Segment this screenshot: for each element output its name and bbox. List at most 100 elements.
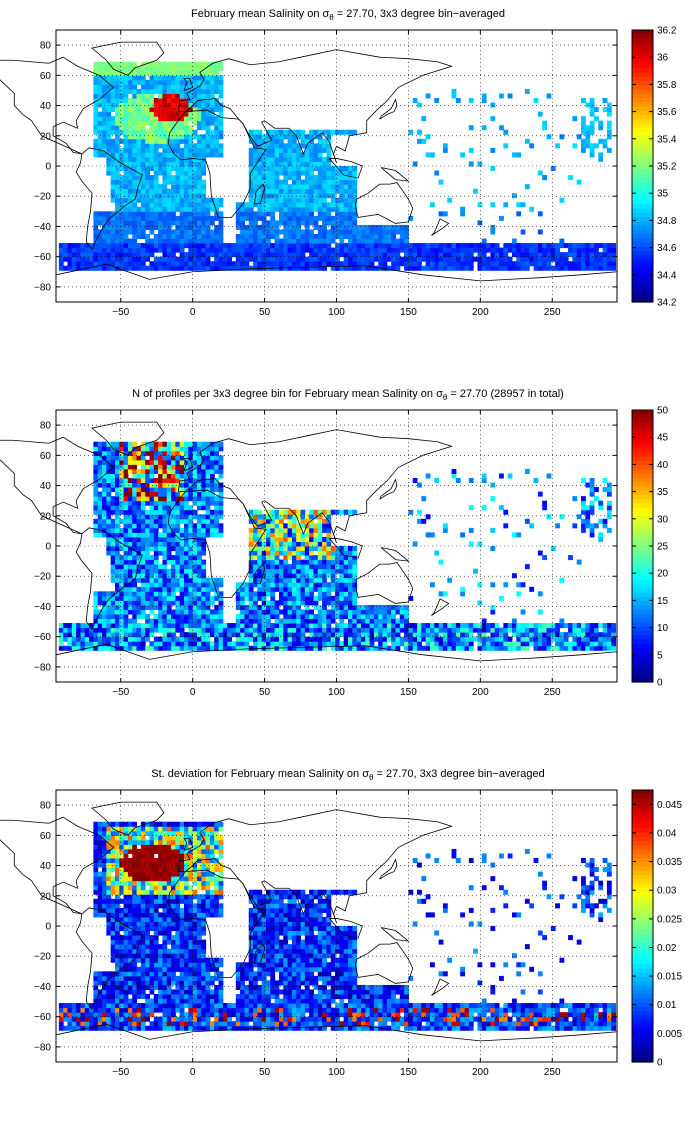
heatmap-cell [378,636,384,642]
heatmap-cell [300,166,306,172]
heatmap-cell [140,179,146,185]
heatmap-cell [123,527,129,533]
heatmap-cell [106,496,112,502]
heatmap-cell [274,514,280,520]
heatmap-cell [408,595,414,601]
heatmap-cell [244,238,250,244]
heatmap-cell [209,243,215,249]
heatmap-cell [330,193,336,199]
heatmap-cell [196,491,202,497]
heatmap-cell [322,564,327,570]
heatmap-cell [253,138,258,144]
heatmap-cell [244,252,250,258]
heatmap-cell [97,618,103,624]
heatmap-cell [270,224,276,230]
heatmap-cell [442,636,448,642]
heatmap-cell [132,152,138,158]
heatmap-cell [196,224,202,230]
heatmap-cell [365,247,371,253]
heatmap-cell [365,632,371,638]
heatmap-cell [529,206,535,212]
heatmap-cell [386,256,392,262]
heatmap-cell [140,202,146,208]
heatmap-cell [102,595,107,601]
heatmap-cell [158,120,163,126]
heatmap-cell [360,618,366,624]
heatmap-cell [110,152,116,158]
heatmap-cell [205,234,211,240]
heatmap-cell [278,247,284,253]
heatmap-cell [114,555,120,561]
heatmap-cell [171,450,176,456]
heatmap-cell [192,238,198,244]
heatmap-cell [283,206,289,212]
heatmap-cell [395,645,401,651]
heatmap-cell [184,179,189,185]
heatmap-cell [537,265,543,271]
heatmap-cell [136,224,142,230]
heatmap-cell [261,229,267,235]
heatmap-cell [136,179,142,185]
heatmap-cell [270,509,276,515]
heatmap-cell [162,75,168,81]
heatmap-cell [145,546,150,552]
heatmap-cell [404,247,409,253]
heatmap-cell [516,265,522,271]
heatmap-cell [179,197,185,203]
heatmap-cell [352,243,358,249]
heatmap-cell [343,234,349,240]
heatmap-cell [261,193,267,199]
heatmap-cell [352,559,358,565]
heatmap-cell [127,568,133,574]
heatmap-cell [222,243,228,249]
heatmap-cell [309,550,314,556]
heatmap-cell [214,446,220,452]
heatmap-cell [313,527,319,533]
heatmap-cell [369,256,375,262]
heatmap-cell [171,247,176,253]
heatmap-cell [589,261,595,267]
heatmap-cell [175,595,181,601]
heatmap-cell [201,134,207,140]
heatmap-cell [196,609,202,615]
heatmap-cell [162,215,168,221]
heatmap-cell [153,509,159,515]
heatmap-cell [205,450,211,456]
heatmap-cell [248,550,254,556]
heatmap-cell [296,188,302,194]
heatmap-cell [140,496,146,502]
heatmap-cell [335,166,340,172]
heatmap-cell [127,111,133,117]
heatmap-cell [348,256,353,262]
heatmap-cell [136,518,142,524]
heatmap-cell [97,252,103,258]
heatmap-cell [184,509,189,515]
heatmap-cell [201,224,207,230]
heatmap-cell [257,532,263,538]
heatmap-cell [158,116,163,122]
heatmap-cell [196,188,202,194]
heatmap-cell [201,215,207,221]
heatmap-cell [188,527,194,533]
heatmap-cell [278,179,284,185]
heatmap-cell [110,161,116,167]
heatmap-cell [317,618,323,624]
heatmap-cell [93,215,99,221]
heatmap-cell [132,536,138,542]
heatmap-cell [503,261,509,267]
heatmap-cell [214,641,220,647]
heatmap-cell [296,627,302,633]
heatmap-cell [503,243,509,249]
heatmap-cell [175,618,181,624]
heatmap-cell [106,229,112,235]
heatmap-cell [244,243,250,249]
heatmap-cell [196,636,202,642]
heatmap-cell [184,175,189,181]
heatmap-cell [309,618,314,624]
heatmap-cell [546,247,552,253]
heatmap-cell [261,147,267,153]
heatmap-cell [196,238,202,244]
heatmap-cell [278,595,284,601]
heatmap-cell [266,184,271,190]
heatmap-cell [136,166,142,172]
